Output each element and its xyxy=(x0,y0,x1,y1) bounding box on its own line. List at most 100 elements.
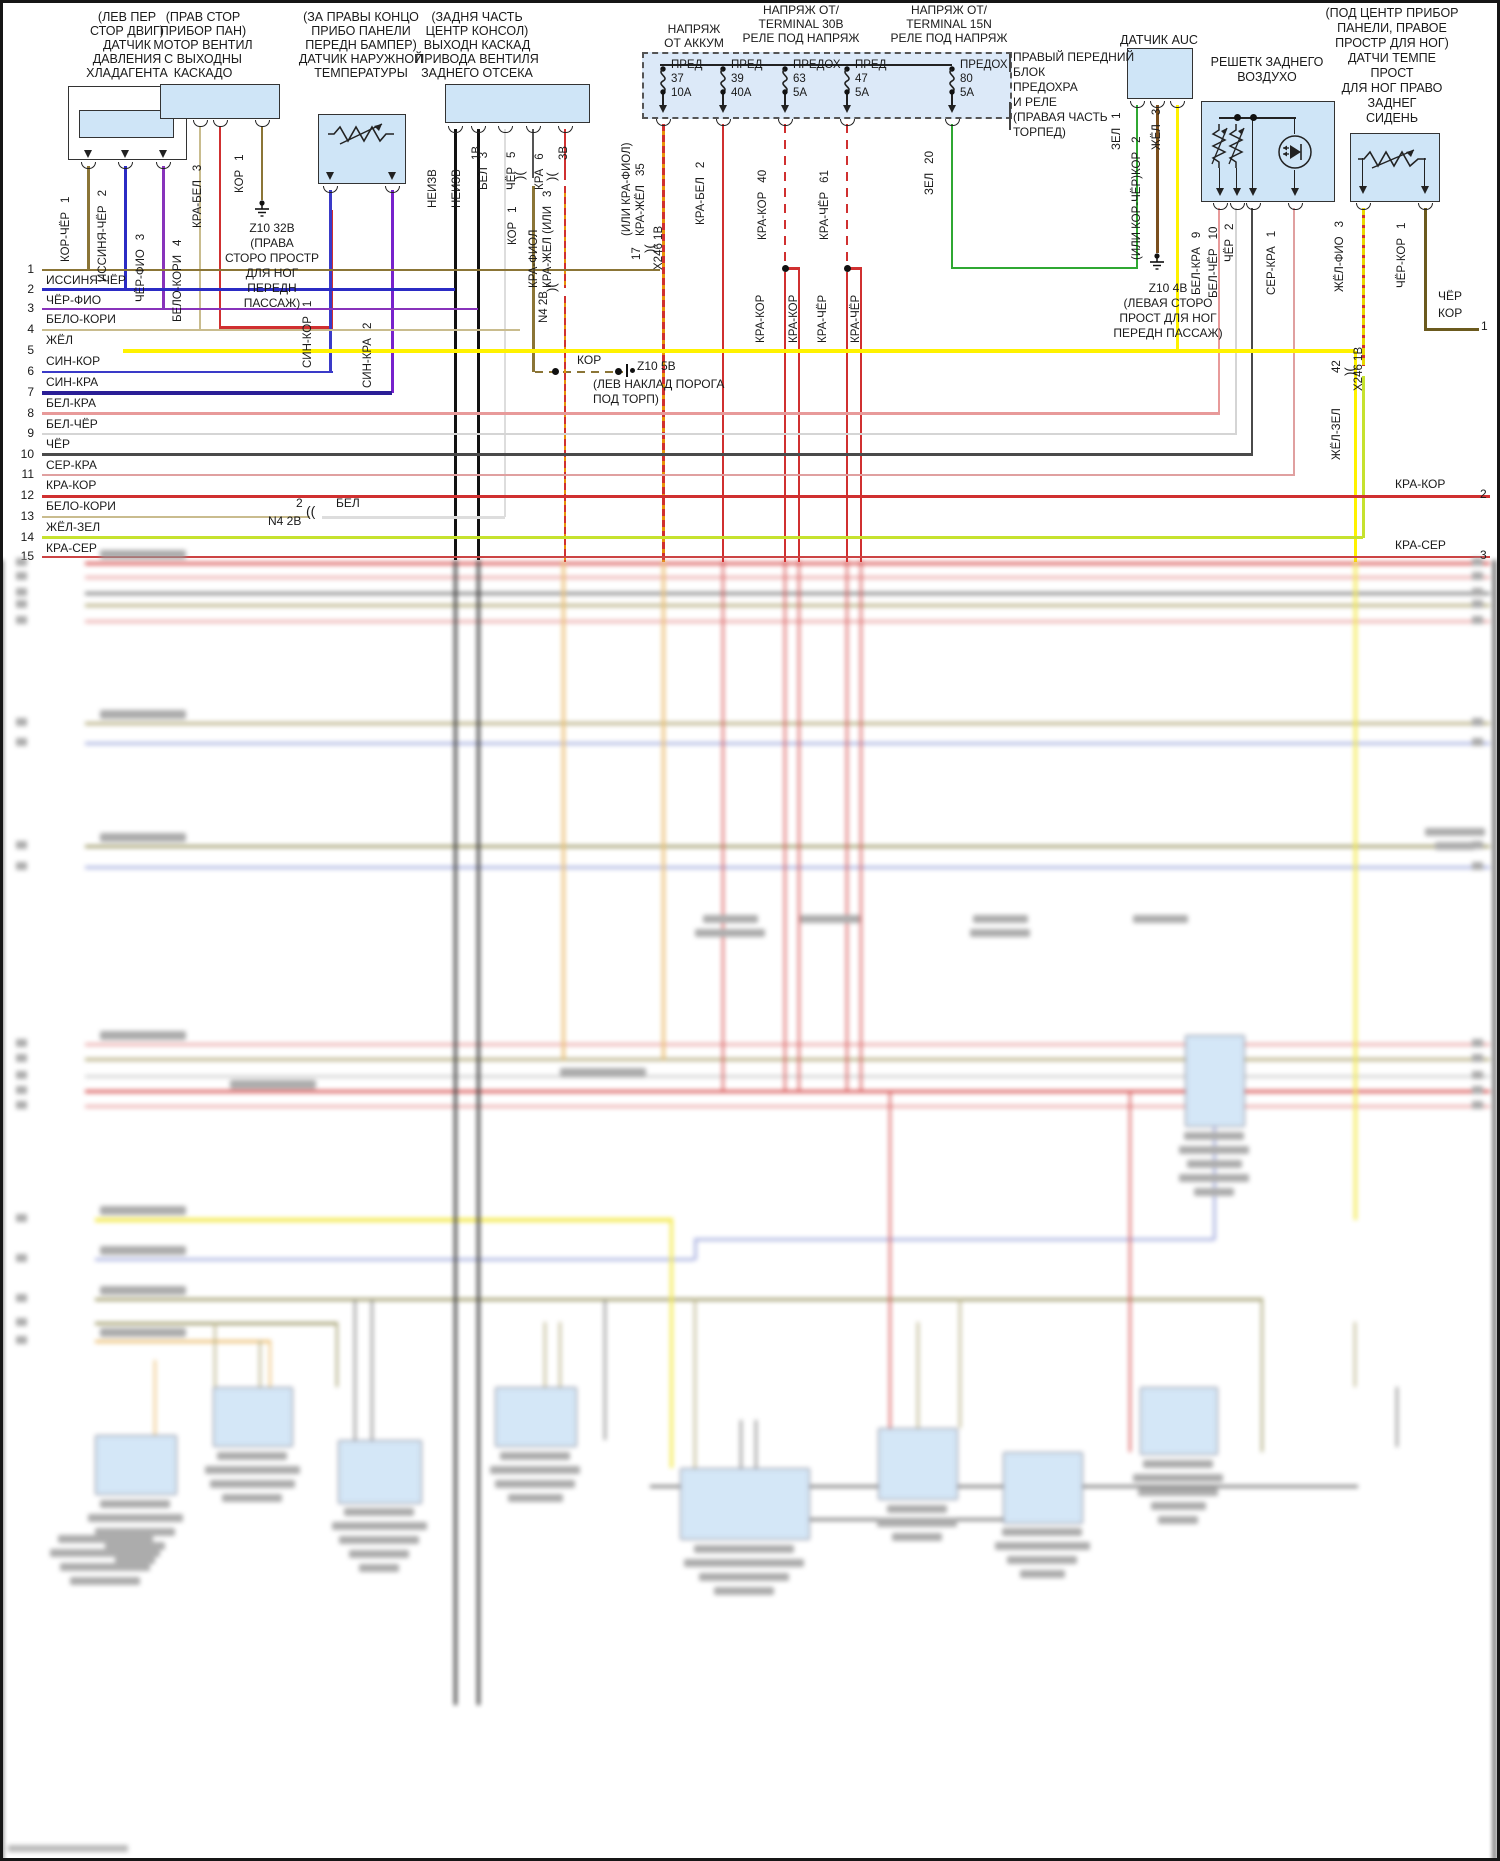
blurred-shape xyxy=(1472,1101,1483,1109)
ground-mark xyxy=(626,364,628,377)
blurred-shape xyxy=(95,1298,1262,1301)
wire xyxy=(1234,208,1237,435)
wire xyxy=(42,494,1490,498)
blurred-shape xyxy=(16,1254,27,1262)
blurred-shape xyxy=(60,1563,150,1571)
blurred-shape xyxy=(268,1340,271,1387)
wire xyxy=(86,166,90,271)
blurred-shape xyxy=(1425,828,1485,836)
header-line: TERMINAL 15N xyxy=(906,17,992,31)
title-line: ПРОСТ xyxy=(1370,66,1414,80)
wire xyxy=(845,272,848,562)
blurred-shape xyxy=(495,1480,575,1488)
blurred-shape xyxy=(70,1577,140,1585)
blurred-shape xyxy=(958,1298,961,1428)
wire xyxy=(260,126,263,200)
wire xyxy=(42,432,1237,436)
blurred-shape xyxy=(1128,1090,1131,1452)
wire xyxy=(42,288,455,291)
arrow-icon xyxy=(658,105,667,113)
wire-striped xyxy=(661,124,665,562)
blurred-shape xyxy=(562,560,565,1060)
wire-label: ЧЁР-КОР1 xyxy=(1396,222,1408,288)
blurred-shape xyxy=(1472,558,1483,566)
wire xyxy=(1218,168,1220,190)
wire xyxy=(532,186,535,372)
blurred-shape xyxy=(57,1535,153,1543)
title-line: РЕШЕТК ЗАДНЕГО xyxy=(1210,55,1324,69)
wire-label: КРА-ФИОЛ xyxy=(528,229,540,288)
blurred-shape xyxy=(694,1238,697,1260)
blurred-shape xyxy=(85,1105,1490,1108)
blurred-shape xyxy=(16,558,27,566)
blurred-shape xyxy=(100,1031,186,1040)
wire-label: КРА-ЧЁР xyxy=(817,294,829,343)
blurred-shape xyxy=(16,862,27,870)
wire xyxy=(846,94,848,106)
blurred-shape xyxy=(100,1328,186,1337)
title-line: КАСКАДО xyxy=(173,66,233,80)
blurred-shape xyxy=(153,1360,156,1435)
blurred-shape xyxy=(85,1075,1490,1078)
fuse-icon xyxy=(660,66,666,95)
header-line: РЕЛЕ ПОД НАПРЯЖ xyxy=(742,31,860,45)
arrow-icon xyxy=(325,172,334,180)
wire-dashed xyxy=(783,124,786,268)
connector-arc xyxy=(839,119,855,126)
blurred-shape xyxy=(1002,1528,1082,1536)
note-line: ПЕРЕДН ПАССАЖ) xyxy=(1113,326,1223,340)
wire xyxy=(1423,208,1427,330)
blurred-shape xyxy=(892,1533,942,1541)
blurred-shape xyxy=(0,560,3,1861)
wire-label: КРА-КОР40 xyxy=(757,169,769,240)
blurred-shape xyxy=(16,1336,27,1344)
wire xyxy=(660,64,952,66)
row-label: ЖЁЛ-ЗЕЛ xyxy=(46,520,101,534)
blurred-shape xyxy=(1472,616,1483,624)
title-line: (ЗАДНЯ ЧАСТЬ xyxy=(431,10,523,24)
blurred-shape xyxy=(213,1387,293,1447)
wire xyxy=(531,129,534,178)
wire xyxy=(1219,117,1296,119)
blurred-shape xyxy=(754,1420,757,1468)
title-line: ПРИБО ПАНЕЛИ xyxy=(311,24,411,38)
refrigerant-sensor-box xyxy=(79,110,174,138)
note-line: СТОРО ПРОСТР xyxy=(224,251,320,265)
blurred-shape xyxy=(100,833,186,842)
blurred-shape xyxy=(16,841,27,849)
blurred-shape xyxy=(16,1086,27,1094)
inline-connector: )( xyxy=(544,172,559,181)
note-line: И РЕЛЕ xyxy=(1013,95,1057,109)
title-line: (ЗА ПРАВЫ КОНЦО xyxy=(303,10,419,24)
blurred-shape xyxy=(1007,1556,1077,1564)
wire-label: КРА-ЖЁЛ35 xyxy=(635,163,647,236)
blurred-shape xyxy=(85,1058,1490,1061)
blurred-shape xyxy=(916,1322,919,1428)
blurred-shape xyxy=(1179,1146,1249,1154)
edge-label: ЧЁР xyxy=(1438,289,1463,303)
row-number: 12 xyxy=(20,488,34,502)
wire-label: ЗЕЛ1 xyxy=(1111,112,1123,150)
blurred-shape xyxy=(878,1428,958,1500)
blurred-shape xyxy=(87,1514,183,1522)
row-number: 7 xyxy=(27,385,34,399)
blurred-shape xyxy=(349,1550,409,1558)
row13-pin-number: 2 xyxy=(296,496,303,510)
blurred-shape xyxy=(1184,1132,1244,1140)
blurred-shape xyxy=(331,1522,427,1530)
blurred-shape xyxy=(684,1559,804,1567)
title-line: ВЫХОДН КАСКАД xyxy=(423,38,531,52)
wire xyxy=(1217,208,1220,415)
edge-pin-number: 2 xyxy=(1480,487,1487,501)
header-line: РЕЛЕ ПОД НАПРЯЖ xyxy=(890,31,1008,45)
blurred-shape xyxy=(783,560,786,1090)
header-line: НАПРЯЖ ОТ/ xyxy=(763,3,839,17)
resistor-icon xyxy=(1211,124,1228,168)
wire xyxy=(42,307,478,311)
blurred-shape xyxy=(495,1387,577,1447)
blurred-shape xyxy=(100,550,186,559)
wire xyxy=(503,129,506,517)
fuse-name: ПРЕД xyxy=(855,59,887,71)
rear-vent-driver-box xyxy=(445,84,590,123)
blurred-shape xyxy=(1472,588,1483,596)
